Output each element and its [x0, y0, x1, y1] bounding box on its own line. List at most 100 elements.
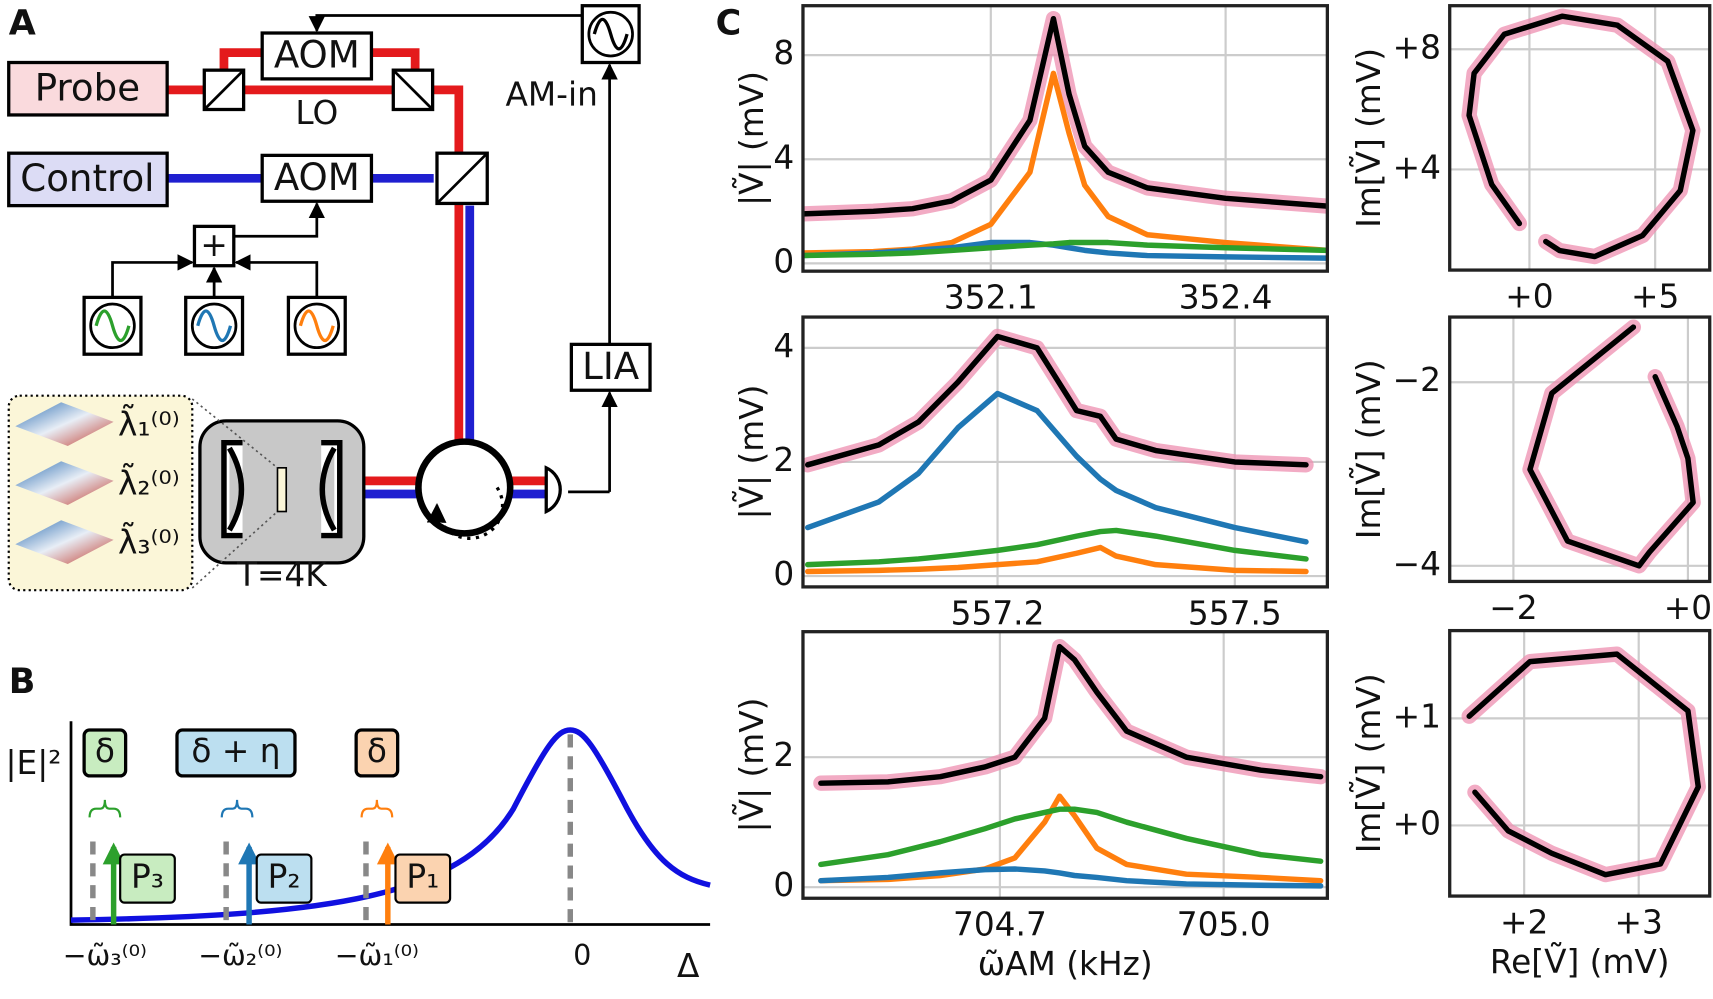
fit-line: [1466, 13, 1696, 260]
fit-line: [1527, 324, 1696, 569]
rect-shape: [276, 466, 288, 513]
x-tick-label: −ω̃₃⁽⁰⁾: [63, 939, 147, 972]
adder-box: [192, 224, 236, 268]
lia-label: LIA: [582, 345, 640, 388]
axes: [69, 721, 711, 926]
fit-line: [804, 390, 1309, 545]
mode-shapes: [7, 394, 194, 592]
power-box: [394, 853, 452, 904]
x-tick-label: +0: [1664, 589, 1712, 627]
aom-label: AOM: [274, 156, 360, 199]
x-tick-label: 705.0: [1177, 906, 1271, 944]
adder-label: +: [200, 226, 227, 264]
fit-line: [818, 866, 1324, 889]
y-tick-label: 4: [773, 138, 794, 176]
x-tick-label: 0: [573, 939, 591, 972]
subplot: 557.2 557.5 0 2 4|Ṽ| (mV): [733, 315, 1329, 632]
detuning-box: [354, 728, 400, 778]
aom-label: AOM: [274, 34, 360, 77]
control-box: [7, 151, 169, 208]
plot-frame: [1448, 315, 1712, 584]
y-tick-label: −2: [1393, 361, 1441, 399]
detector: [544, 465, 562, 515]
y-axis-label: Im[Ṽ] (mV): [1350, 673, 1388, 853]
y-tick-label: 8: [773, 34, 794, 72]
circle-shape: [190, 302, 238, 350]
fit-line: [804, 527, 1309, 568]
beam-splitters: [202, 68, 489, 206]
y-axis-label: |Ṽ| (mV): [733, 71, 771, 206]
plot-frame: [1448, 628, 1712, 898]
fit-line: [804, 333, 1309, 468]
path-shape: [436, 152, 489, 205]
signal-wires: [111, 14, 618, 494]
plot-frame: [1448, 4, 1712, 272]
panel-label: A: [9, 3, 36, 43]
subplot: 352.1 352.4 0 4 8|Ṽ| (mV): [733, 4, 1329, 317]
fit-line: [1466, 651, 1701, 878]
y-tick-label: 0: [773, 866, 794, 904]
subplot: −2 +0 −2 −4Im[Ṽ] (mV): [1350, 315, 1712, 627]
x-tick-label: 557.2: [951, 594, 1045, 632]
power-box: [119, 853, 176, 904]
x-tick-label: 352.4: [1179, 279, 1273, 317]
power-label: P₁: [406, 858, 439, 896]
detuning-box: [82, 728, 128, 778]
y-tick-label: 0: [773, 555, 794, 593]
plot-frame: [801, 630, 1329, 900]
lia-box: [569, 342, 652, 392]
cavity: [191, 398, 366, 589]
y-tick-label: +4: [1393, 148, 1441, 186]
detuning-label: δ: [367, 732, 387, 770]
x-tick-label: 352.1: [944, 279, 1038, 317]
path-shape: [592, 17, 629, 51]
path-shape: [233, 201, 326, 238]
plot-frame: [801, 315, 1329, 589]
plot-frame: [801, 4, 1329, 273]
tone-arrows: [88, 799, 399, 925]
path-shape: [88, 799, 122, 818]
y-tick-label: +8: [1393, 28, 1441, 66]
path-shape: [221, 439, 245, 539]
polygon-shape: [15, 402, 114, 446]
y-tick-label: +0: [1393, 804, 1441, 842]
power-label: P₃: [131, 858, 164, 896]
polygon-shape: [15, 520, 114, 564]
x-tick-label: +2: [1500, 903, 1548, 941]
y-axis-label: Im[Ṽ] (mV): [1350, 48, 1388, 228]
x-axis-label: Re[Ṽ] (mV): [1490, 943, 1670, 981]
x-tick-label: −ω̃₂⁽⁰⁾: [198, 939, 282, 972]
fit-line: [802, 15, 1328, 217]
detuning-label: δ: [95, 732, 115, 770]
power-box: [255, 853, 313, 904]
x-tick-label: +5: [1631, 277, 1679, 315]
path-shape: [203, 69, 245, 111]
path-shape: [220, 799, 254, 818]
aom-box: [260, 153, 374, 203]
temperature-label: T=4K: [236, 556, 328, 594]
fit-line: [818, 643, 1324, 786]
fit-line: [802, 239, 1328, 259]
x-axis-label: ω̃AM (kHz): [978, 945, 1153, 983]
x-tick-label: −ω̃₁⁽⁰⁾: [335, 939, 419, 972]
y-axis-label: |E|²: [5, 744, 61, 782]
y-axis-label: |Ṽ| (mV): [733, 385, 771, 520]
path-shape: [94, 309, 131, 343]
power-label: P₂: [268, 858, 301, 896]
path-shape: [319, 439, 343, 539]
oscillators: [82, 4, 641, 356]
path-shape: [191, 398, 279, 589]
mode-label: λ̃₁⁽⁰⁾: [118, 404, 180, 443]
fit-line: [804, 544, 1309, 575]
y-tick-label: 0: [773, 242, 794, 280]
subplot: 704.7 705.0 0 2|Ṽ| (mV) ω̃AM (kHz): [733, 630, 1329, 983]
path-shape: [392, 69, 434, 111]
path-shape: [298, 309, 335, 343]
path-shape: [196, 309, 233, 343]
aom-box: [260, 31, 374, 81]
data-trace: [813, 638, 1328, 791]
circle-shape: [587, 10, 634, 58]
